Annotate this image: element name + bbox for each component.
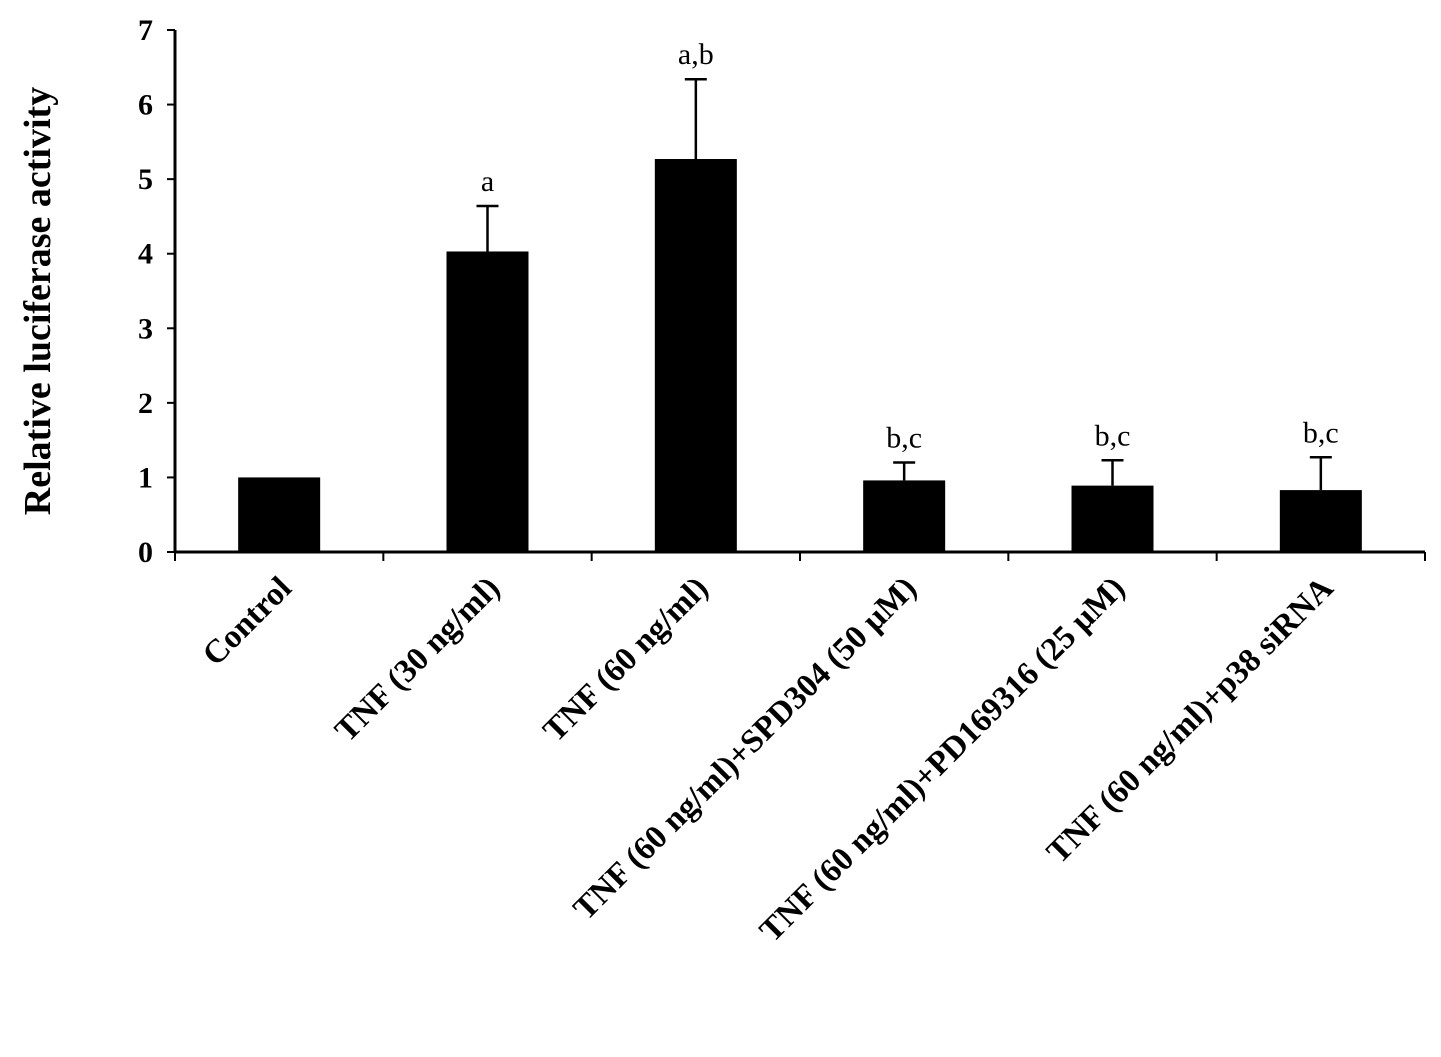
- y-ticks-layer: 0 1 2 3 4 5 6 7: [138, 14, 175, 569]
- bar: [863, 480, 946, 552]
- y-tick-label: 3: [138, 312, 153, 345]
- bar: [446, 251, 529, 552]
- axes-layer: [173, 30, 1425, 554]
- annotations-layer: a a,b b,c b,c b,c: [481, 38, 1339, 454]
- category-label: TNF (60 ng/ml): [537, 570, 716, 749]
- x-ticks-layer: [174, 552, 1426, 561]
- significance-label: b,c: [1303, 416, 1339, 449]
- category-label: TNF (30 ng/ml): [328, 570, 507, 749]
- category-label: Control: [196, 570, 299, 673]
- y-tick-label: 7: [138, 14, 153, 47]
- y-axis-title: Relative luciferase activity: [17, 87, 59, 515]
- category-labels-layer: Control TNF (30 ng/ml) TNF (60 ng/ml)TNF (…: [196, 570, 1341, 949]
- significance-label: b,c: [886, 422, 922, 455]
- y-tick-label: 4: [138, 238, 153, 271]
- bar: [1071, 485, 1154, 552]
- y-tick-label: 6: [138, 89, 153, 122]
- y-tick-label: 1: [138, 461, 153, 494]
- bar: [1279, 490, 1362, 552]
- y-tick-label: 2: [138, 387, 153, 420]
- bars-layer: [238, 159, 1362, 552]
- category-label: TNF (60 ng/ml)+PD169316 (25 μM): [753, 570, 1132, 949]
- significance-label: a: [481, 165, 494, 198]
- significance-label: a,b: [678, 38, 714, 71]
- bar: [238, 477, 321, 552]
- bar: [654, 159, 737, 552]
- error-bars-layer: [476, 77, 1332, 491]
- y-tick-label: 0: [138, 536, 153, 569]
- y-tick-label: 5: [138, 163, 153, 196]
- category-label: TNF (60 ng/ml)+SPD304 (50 μM): [567, 570, 924, 927]
- significance-label: b,c: [1095, 419, 1131, 452]
